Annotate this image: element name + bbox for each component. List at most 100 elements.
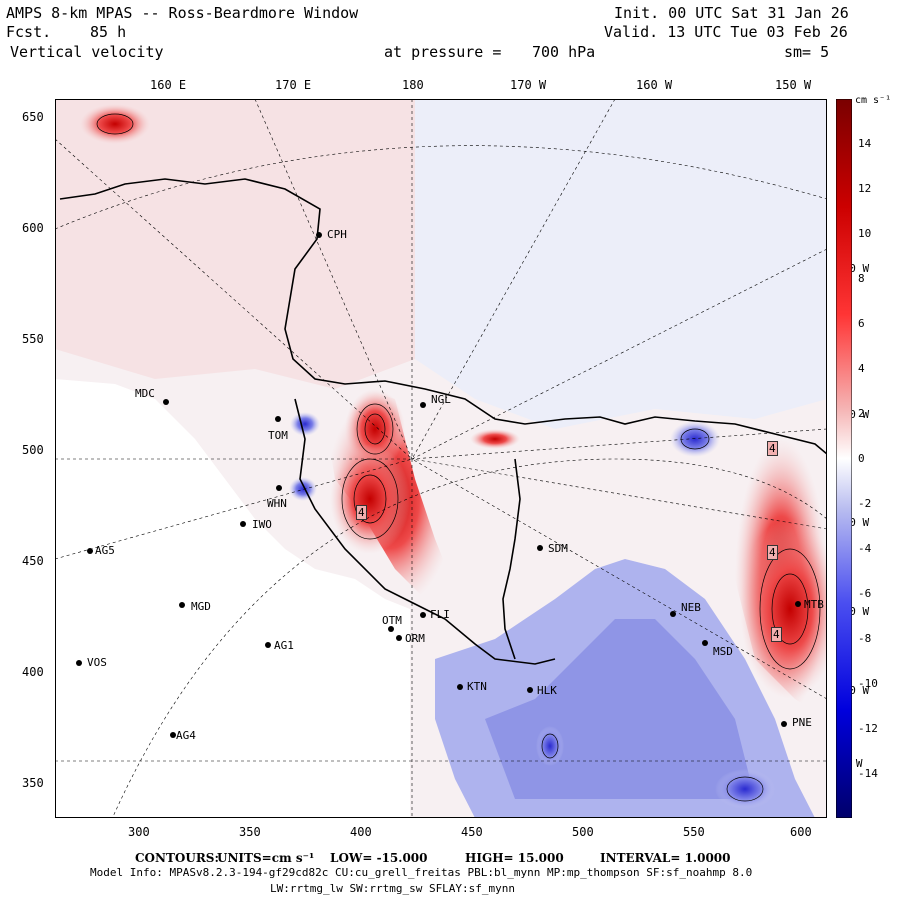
station-label-orm: ORM <box>405 632 425 645</box>
station-label-hlk: HLK <box>537 684 557 697</box>
contour-value-label: 4 <box>771 627 782 642</box>
ascent-cell-nw <box>80 104 150 144</box>
velocity-map[interactable] <box>55 99 827 818</box>
ice-shelf-edge <box>502 458 521 660</box>
no-data-region <box>55 379 410 818</box>
map-frame <box>55 99 827 818</box>
station-label-tom: TOM <box>268 429 288 442</box>
footer-model-info: Model Info: MPASv8.2.3-194-gf29cd82c CU:… <box>90 866 753 879</box>
colorbar-tick: -4 <box>858 542 872 555</box>
station-marker[interactable] <box>420 402 426 408</box>
footer-low: LOW= -15.000 <box>330 851 428 865</box>
lon-label-180: 180 <box>402 78 424 92</box>
colorbar-tick: 4 <box>858 362 865 375</box>
x-tick: 300 <box>128 825 150 839</box>
map-title: AMPS 8-km MPAS -- Ross-Beardmore Window <box>6 4 359 22</box>
footer-contours-label: CONTOURS: <box>135 851 219 865</box>
contour-value-label: 4 <box>767 441 778 456</box>
forecast-hours: 85 h <box>90 23 127 41</box>
station-label-mtb: MTB <box>804 598 824 611</box>
descent-cell-s <box>536 726 564 766</box>
station-marker[interactable] <box>170 732 176 738</box>
station-marker[interactable] <box>265 642 271 648</box>
colorbar-tick: -10 <box>858 677 878 690</box>
descent-cell-tom <box>290 412 320 436</box>
footer-interval: INTERVAL= 1.0000 <box>600 851 731 865</box>
footer-model-info-2: LW:rrtmg_lw SW:rrtmg_sw SFLAY:sf_mynn <box>270 882 516 895</box>
station-marker[interactable] <box>179 602 185 608</box>
station-label-neb: NEB <box>681 601 701 614</box>
station-marker[interactable] <box>527 687 533 693</box>
station-marker[interactable] <box>781 721 787 727</box>
station-label-mdc: MDC <box>135 387 155 400</box>
station-marker[interactable] <box>388 626 394 632</box>
descent-cell-se <box>715 769 775 809</box>
station-marker[interactable] <box>276 485 282 491</box>
smoothing: sm= 5 <box>784 43 830 61</box>
descent-cell-whn <box>289 477 317 501</box>
station-marker[interactable] <box>275 416 281 422</box>
colorbar-tick: 10 <box>858 227 872 240</box>
colorbar-tick: -8 <box>858 632 872 645</box>
station-label-pne: PNE <box>792 716 812 729</box>
station-marker[interactable] <box>795 601 801 607</box>
lon-label-170e: 170 E <box>275 78 312 92</box>
colorbar-tick: -12 <box>858 722 878 735</box>
y-tick: 500 <box>22 443 44 457</box>
station-label-ag5: AG5 <box>95 544 115 557</box>
station-marker[interactable] <box>420 612 426 618</box>
station-label-ngl: NGL <box>431 393 451 406</box>
x-tick: 500 <box>572 825 594 839</box>
colorbar <box>836 99 852 818</box>
station-label-otm: OTM <box>382 614 402 627</box>
colorbar-tick: 8 <box>858 272 865 285</box>
y-tick: 400 <box>22 665 44 679</box>
station-label-ag4: AG4 <box>176 729 196 742</box>
x-tick: 600 <box>790 825 812 839</box>
station-label-vos: VOS <box>87 656 107 669</box>
station-label-whn: WHN <box>267 497 287 510</box>
colorbar-tick: -14 <box>858 767 878 780</box>
station-marker[interactable] <box>163 399 169 405</box>
y-tick: 450 <box>22 554 44 568</box>
y-tick: 350 <box>22 776 44 790</box>
colorbar-tick: 0 <box>858 452 865 465</box>
weak-ascent-region <box>55 99 415 389</box>
colorbar-tick: 6 <box>858 317 865 330</box>
colorbar-tick: 14 <box>858 137 872 150</box>
lon-label-160w: 160 W <box>636 78 673 92</box>
y-tick: 550 <box>22 332 44 346</box>
ascent-core-east <box>740 519 827 699</box>
colorbar-tick: 2 <box>858 407 865 420</box>
station-label-sdm: SDM <box>548 542 568 555</box>
lon-label-150w: 150 W <box>775 78 812 92</box>
station-marker[interactable] <box>670 611 676 617</box>
pressure-value: 700 hPa <box>532 43 596 61</box>
colorbar-tick: -6 <box>858 587 872 600</box>
station-label-msd: MSD <box>713 645 733 658</box>
footer-high: HIGH= 15.000 <box>465 851 564 865</box>
station-label-ktn: KTN <box>467 680 487 693</box>
y-tick: 600 <box>22 221 44 235</box>
station-marker[interactable] <box>457 684 463 690</box>
contour-value-label: 4 <box>356 505 367 520</box>
graticule <box>55 99 827 818</box>
ascent-cell-mid <box>470 429 520 449</box>
station-label-mgd: MGD <box>191 600 211 613</box>
station-marker[interactable] <box>316 232 322 238</box>
x-tick: 400 <box>350 825 372 839</box>
station-marker[interactable] <box>87 548 93 554</box>
station-marker[interactable] <box>537 545 543 551</box>
station-marker[interactable] <box>76 660 82 666</box>
coastline-main <box>59 178 827 455</box>
y-tick: 650 <box>22 110 44 124</box>
colorbar-units: cm s⁻¹ <box>855 95 892 106</box>
station-label-iwo: IWO <box>252 518 272 531</box>
station-marker[interactable] <box>702 640 708 646</box>
station-marker[interactable] <box>240 521 246 527</box>
station-marker[interactable] <box>396 635 402 641</box>
pressure-label: at pressure = <box>384 43 502 61</box>
lon-label-170w: 170 W <box>510 78 547 92</box>
x-tick: 350 <box>239 825 261 839</box>
x-tick: 450 <box>461 825 483 839</box>
